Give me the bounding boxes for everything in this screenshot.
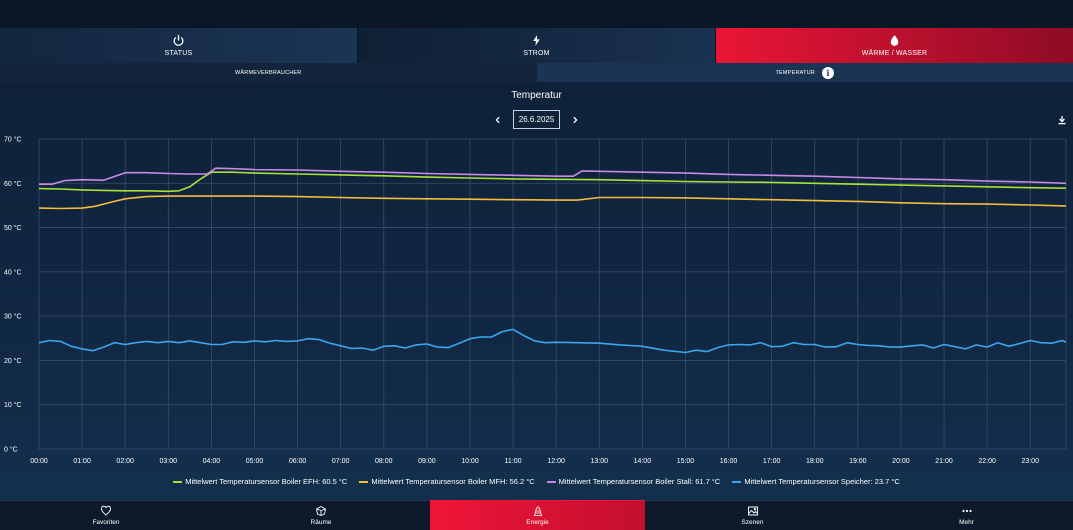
series-line-2 bbox=[39, 167, 1067, 185]
nav-szenen[interactable]: Szenen bbox=[645, 500, 860, 530]
y-tick-label: 30 °C bbox=[4, 313, 22, 321]
x-tick-label: 20:00 bbox=[892, 458, 910, 465]
tab-strom[interactable]: STROM bbox=[358, 28, 716, 63]
power-icon bbox=[173, 34, 184, 46]
x-tick-label: 05:00 bbox=[246, 458, 264, 465]
top-status-bar bbox=[0, 0, 1073, 28]
lightning-icon bbox=[533, 35, 540, 46]
download-icon[interactable] bbox=[1057, 115, 1067, 125]
date-picker[interactable]: 26.6.2025 bbox=[512, 110, 561, 129]
x-tick-label: 01:00 bbox=[73, 458, 91, 465]
series-line-1 bbox=[38, 195, 1067, 210]
main-tabs: STATUS STROM WÄRME / WASSER bbox=[0, 28, 1073, 63]
chart-panel: 0 °C 10 °C 20 °C 30 °C 40 °C 50 °C 60 °C 70 °C 0… bbox=[0, 82, 1073, 500]
date-navigation: 26.6.2025 bbox=[0, 110, 1073, 129]
tab-waermeverbraucher-label: WÄRMEVERBRAUCHER bbox=[235, 69, 302, 76]
more-icon bbox=[961, 509, 972, 513]
legend-item-boiler-efh[interactable]: Mittelwert Temperatursensor Boiler EFH: … bbox=[173, 477, 347, 486]
y-tick-label: 40 °C bbox=[4, 268, 22, 276]
chart-title: Temperatur bbox=[511, 90, 562, 101]
nav-favoriten[interactable]: Favoriten bbox=[0, 500, 212, 530]
x-tick-label: 07:00 bbox=[332, 458, 350, 465]
series-line-0 bbox=[38, 171, 1067, 193]
tab-temperatur[interactable]: TEMPERATUR i bbox=[536, 63, 1073, 82]
bottom-navigation: Favoriten Räume Energie Szenen Mehr bbox=[0, 500, 1073, 530]
x-tick-label: 09:00 bbox=[418, 458, 436, 465]
x-tick-label: 12:00 bbox=[547, 458, 565, 465]
temperature-chart: 0 °C 10 °C 20 °C 30 °C 40 °C 50 °C 60 °C 70 °C 0… bbox=[4, 136, 1067, 465]
x-tick-label: 14:00 bbox=[634, 458, 652, 465]
x-tick-label: 15:00 bbox=[677, 458, 695, 465]
legend-label: Mittelwert Temperatursensor Boiler EFH: … bbox=[185, 477, 348, 486]
x-tick-label: 23:00 bbox=[1021, 458, 1039, 465]
y-tick-label: 10 °C bbox=[4, 401, 22, 409]
y-tick-label: 50 °C bbox=[4, 224, 22, 232]
x-tick-label: 03:00 bbox=[160, 458, 178, 465]
x-tick-label: 04:00 bbox=[203, 458, 221, 465]
heart-icon bbox=[101, 505, 111, 516]
nav-mehr-label: Mehr bbox=[959, 519, 974, 526]
x-tick-label: 19:00 bbox=[849, 458, 867, 465]
tab-waerme-wasser[interactable]: WÄRME / WASSER bbox=[716, 28, 1073, 63]
x-tick-label: 02:00 bbox=[116, 458, 134, 465]
nav-energie-label: Energie bbox=[526, 519, 549, 526]
legend-label: Mittelwert Temperatursensor Boiler Stall… bbox=[558, 477, 721, 486]
sub-tabs: WÄRMEVERBRAUCHER TEMPERATUR i bbox=[0, 63, 1073, 82]
nav-favoriten-label: Favoriten bbox=[92, 519, 120, 526]
x-tick-label: 11:00 bbox=[505, 458, 522, 465]
series-line-3 bbox=[38, 328, 1067, 354]
legend-item-speicher[interactable]: Mittelwert Temperatursensor Speicher: 23… bbox=[732, 477, 900, 486]
x-tick-label: 00:00 bbox=[30, 458, 48, 465]
legend-label: Mittelwert Temperatursensor Boiler MFH: … bbox=[371, 477, 535, 486]
chevron-left-icon bbox=[495, 116, 500, 123]
x-tick-label: 16:00 bbox=[720, 458, 738, 465]
tab-temperatur-label: TEMPERATUR bbox=[775, 69, 815, 76]
legend-item-boiler-mfh[interactable]: Mittelwert Temperatursensor Boiler MFH: … bbox=[359, 477, 535, 486]
legend-swatch bbox=[173, 480, 183, 483]
x-tick-label: 17:00 bbox=[763, 458, 781, 465]
info-icon[interactable]: i bbox=[821, 66, 834, 79]
x-tick-label: 18:00 bbox=[806, 458, 824, 465]
x-tick-label: 06:00 bbox=[289, 458, 307, 465]
tab-status-label: STATUS bbox=[164, 50, 193, 57]
energy-icon bbox=[533, 506, 542, 516]
nav-mehr[interactable]: Mehr bbox=[860, 500, 1073, 530]
y-tick-label: 20 °C bbox=[4, 357, 22, 365]
chart-legend: Mittelwert Temperatursensor Boiler EFH: … bbox=[0, 477, 1073, 486]
y-tick-label: 0 °C bbox=[4, 446, 18, 454]
next-day-button[interactable] bbox=[568, 113, 582, 127]
scenes-icon bbox=[747, 506, 758, 516]
y-tick-label: 70 °C bbox=[4, 136, 22, 144]
nav-energie[interactable]: Energie bbox=[430, 500, 645, 530]
legend-label: Mittelwert Temperatursensor Speicher: 23… bbox=[744, 477, 900, 486]
tab-waerme-wasser-label: WÄRME / WASSER bbox=[861, 50, 928, 57]
x-tick-label: 08:00 bbox=[375, 458, 393, 465]
y-tick-label: 60 °C bbox=[4, 180, 22, 188]
legend-swatch bbox=[732, 480, 742, 483]
water-drop-icon bbox=[890, 35, 899, 46]
nav-szenen-label: Szenen bbox=[741, 519, 764, 526]
legend-swatch bbox=[359, 480, 369, 483]
tab-waermeverbraucher[interactable]: WÄRMEVERBRAUCHER bbox=[0, 63, 537, 82]
x-tick-label: 22:00 bbox=[978, 458, 996, 465]
x-tick-label: 21:00 bbox=[935, 458, 953, 465]
previous-day-button[interactable] bbox=[491, 113, 505, 127]
tab-status[interactable]: STATUS bbox=[0, 28, 358, 63]
nav-raeume[interactable]: Räume bbox=[212, 500, 430, 530]
x-tick-label: 10:00 bbox=[461, 458, 479, 465]
legend-swatch bbox=[546, 480, 556, 483]
legend-item-boiler-stall[interactable]: Mittelwert Temperatursensor Boiler Stall… bbox=[546, 477, 721, 486]
chevron-right-icon bbox=[573, 116, 578, 123]
x-tick-label: 13:00 bbox=[590, 458, 608, 465]
nav-raeume-label: Räume bbox=[310, 519, 332, 526]
rooms-icon bbox=[316, 506, 326, 516]
tab-strom-label: STROM bbox=[523, 50, 550, 57]
